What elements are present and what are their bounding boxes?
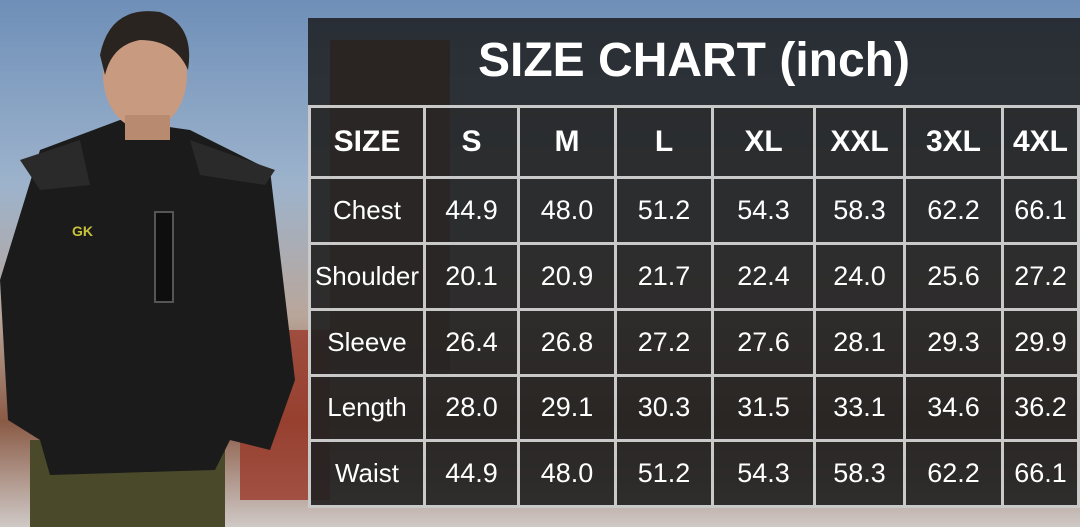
header-cell: SIZE [308, 104, 426, 180]
measurement-cell: 44.9 [423, 439, 520, 508]
svg-text:GK: GK [72, 223, 93, 239]
table-header-row: SIZE S M L XL XXL 3XL 4XL [308, 104, 1080, 180]
measurement-cell: 48.0 [517, 176, 617, 246]
measurement-cell: 36.2 [1001, 373, 1080, 443]
header-cell: XL [711, 104, 816, 180]
measurement-cell: 44.9 [423, 176, 520, 246]
measurement-cell: 28.1 [813, 307, 906, 377]
measurement-cell: 58.3 [813, 439, 906, 508]
measurement-cell: 54.3 [711, 176, 816, 246]
table-row: Length 28.0 29.1 30.3 31.5 33.1 34.6 36.2 [308, 373, 1080, 443]
measurement-cell: 21.7 [614, 242, 714, 311]
row-label: Waist [308, 439, 426, 508]
measurement-cell: 66.1 [1001, 176, 1080, 246]
measurement-cell: 30.3 [614, 373, 714, 443]
measurement-cell: 48.0 [517, 439, 617, 508]
measurement-cell: 29.3 [903, 307, 1004, 377]
size-chart: SIZE CHART (inch) SIZE S M L XL XXL 3XL … [308, 18, 1080, 508]
header-cell: M [517, 104, 617, 180]
measurement-cell: 26.4 [423, 307, 520, 377]
table-row: Shoulder 20.1 20.9 21.7 22.4 24.0 25.6 27.2 [308, 242, 1080, 311]
header-cell: XXL [813, 104, 906, 180]
measurement-cell: 62.2 [903, 439, 1004, 508]
row-label: Chest [308, 176, 426, 246]
measurement-cell: 54.3 [711, 439, 816, 508]
measurement-cell: 58.3 [813, 176, 906, 246]
header-cell: 3XL [903, 104, 1004, 180]
size-table: SIZE S M L XL XXL 3XL 4XL Chest 44.9 48.0 5… [308, 104, 1080, 508]
measurement-cell: 27.2 [1001, 242, 1080, 311]
measurement-cell: 62.2 [903, 176, 1004, 246]
measurement-cell: 31.5 [711, 373, 816, 443]
header-cell: L [614, 104, 714, 180]
measurement-cell: 20.9 [517, 242, 617, 311]
measurement-cell: 22.4 [711, 242, 816, 311]
measurement-cell: 27.6 [711, 307, 816, 377]
chart-title: SIZE CHART (inch) [478, 33, 910, 87]
header-cell: S [423, 104, 520, 180]
measurement-cell: 34.6 [903, 373, 1004, 443]
measurement-cell: 51.2 [614, 439, 714, 508]
model-in-jacket: GK [0, 11, 295, 527]
table-row: Chest 44.9 48.0 51.2 54.3 58.3 62.2 66.1 [308, 176, 1080, 246]
row-label: Shoulder [308, 242, 426, 311]
measurement-cell: 33.1 [813, 373, 906, 443]
measurement-cell: 25.6 [903, 242, 1004, 311]
measurement-cell: 20.1 [423, 242, 520, 311]
row-label: Sleeve [308, 307, 426, 377]
measurement-cell: 27.2 [614, 307, 714, 377]
table-row: Sleeve 26.4 26.8 27.2 27.6 28.1 29.3 29.9 [308, 307, 1080, 377]
measurement-cell: 24.0 [813, 242, 906, 311]
measurement-cell: 29.9 [1001, 307, 1080, 377]
measurement-cell: 28.0 [423, 373, 520, 443]
measurement-cell: 29.1 [517, 373, 617, 443]
header-cell: 4XL [1001, 104, 1080, 180]
row-label: Length [308, 373, 426, 443]
measurement-cell: 51.2 [614, 176, 714, 246]
measurement-cell: 66.1 [1001, 439, 1080, 508]
measurement-cell: 26.8 [517, 307, 617, 377]
table-row: Waist 44.9 48.0 51.2 54.3 58.3 62.2 66.1 [308, 439, 1080, 508]
